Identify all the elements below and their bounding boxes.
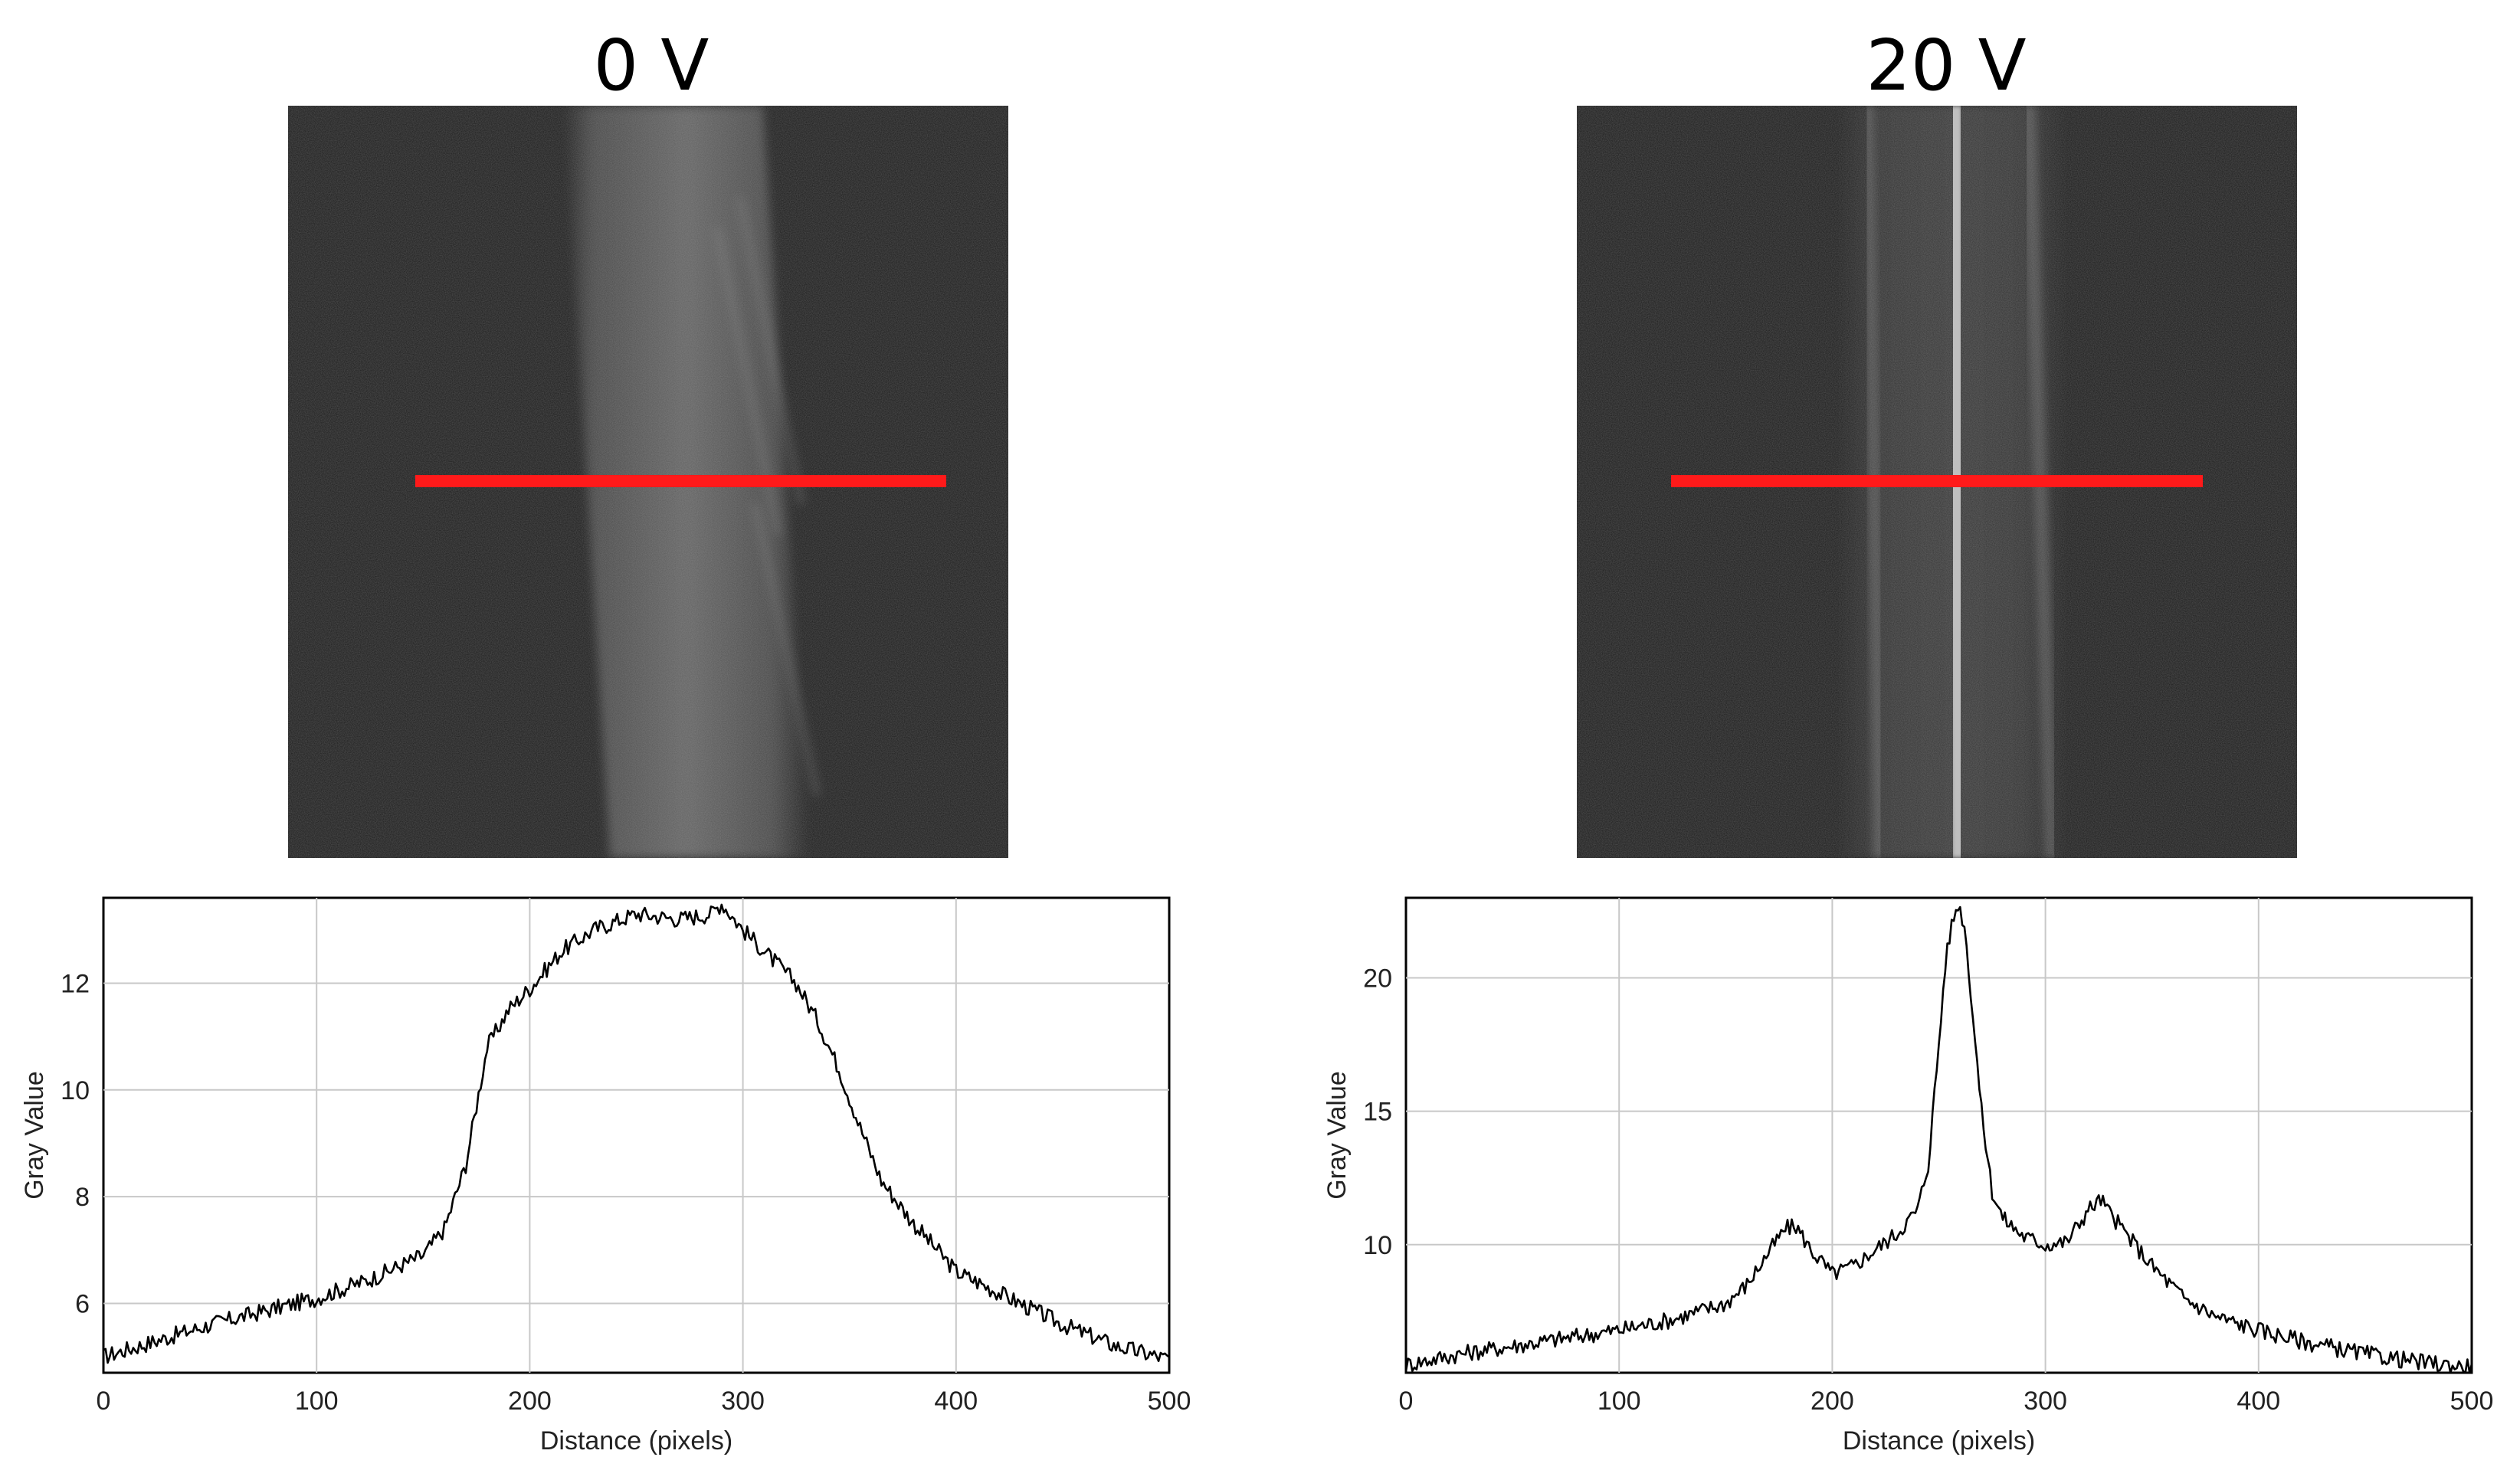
profile-plot-0v-svg: 0 100 200 300 400 500 6 8 10 12 Distance (pixels)… bbox=[20, 896, 1191, 1455]
profile-line-0v bbox=[103, 903, 1170, 1364]
y-tick-label: 8 bbox=[75, 1183, 90, 1212]
y-tick-label: 12 bbox=[61, 969, 90, 998]
x-axis-title: Distance (pixels) bbox=[1843, 1426, 2035, 1455]
x-tick-label: 100 bbox=[295, 1387, 339, 1416]
y-tick-label: 10 bbox=[61, 1076, 90, 1105]
x-tick-label: 0 bbox=[97, 1387, 111, 1416]
x-tick-label: 400 bbox=[934, 1387, 978, 1416]
x-tick-label: 100 bbox=[1598, 1387, 1641, 1416]
panel-title-20v: 20 V bbox=[1866, 25, 2027, 106]
x-tick-label: 500 bbox=[2450, 1387, 2494, 1416]
x-tick-label: 300 bbox=[721, 1387, 765, 1416]
y-axis-title: Gray Value bbox=[20, 1071, 49, 1200]
y-tick-label: 15 bbox=[1363, 1098, 1392, 1127]
x-tick-label: 200 bbox=[1811, 1387, 1854, 1416]
x-tick-label: 200 bbox=[508, 1387, 552, 1416]
scan-line-0v bbox=[415, 475, 946, 487]
y-tick-label: 20 bbox=[1363, 964, 1392, 993]
scan-line-20v bbox=[1671, 475, 2203, 487]
profile-plot-0v: 0 100 200 300 400 500 6 8 10 12 Distance (pixels)… bbox=[0, 881, 1226, 1480]
profile-plot-20v-svg: 0 100 200 300 400 500 10 15 20 Distance (pixels)… bbox=[1322, 896, 2494, 1455]
x-tick-label: 400 bbox=[2237, 1387, 2280, 1416]
x-tick-label: 500 bbox=[1148, 1387, 1191, 1416]
x-tick-label: 300 bbox=[2024, 1387, 2067, 1416]
y-axis-title: Gray Value bbox=[1322, 1071, 1352, 1200]
x-tick-label: 0 bbox=[1399, 1387, 1414, 1416]
panel-title-0v: 0 V bbox=[593, 25, 709, 106]
y-tick-label: 10 bbox=[1363, 1231, 1392, 1260]
plot-frame bbox=[1404, 896, 2473, 1374]
profile-line-20v bbox=[1404, 905, 2473, 1374]
y-tick-label: 6 bbox=[75, 1289, 90, 1318]
profile-plot-20v: 0 100 200 300 400 500 10 15 20 Distance (pixels)… bbox=[1303, 881, 2520, 1480]
x-axis-title: Distance (pixels) bbox=[540, 1426, 732, 1455]
